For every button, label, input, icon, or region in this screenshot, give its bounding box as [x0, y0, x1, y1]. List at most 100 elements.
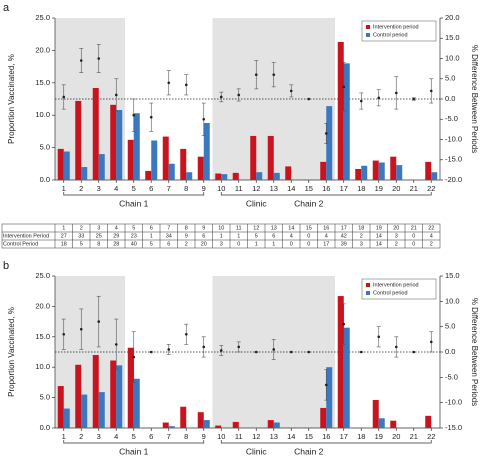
bar — [337, 296, 344, 428]
diff-point — [202, 117, 206, 121]
bar — [92, 355, 99, 428]
table-cell: 1 — [237, 233, 240, 239]
y-tick-label: 5.0 — [40, 393, 50, 402]
y2-axis-title: % Difference Between Periods — [470, 45, 479, 153]
table-cell: 1 — [255, 241, 258, 247]
group-label: Chain 1 — [119, 198, 149, 208]
y-axis-title: Proportion Vaccinated, % — [7, 54, 16, 144]
table-header: 5 — [132, 225, 135, 231]
diff-point — [219, 95, 223, 99]
table-cell: 17 — [323, 241, 329, 247]
x-tick-label: 7 — [167, 432, 171, 441]
y2-tick-label: 10.0 — [445, 296, 460, 305]
bar — [343, 63, 350, 180]
diff-point — [254, 73, 258, 76]
table-cell: 2 — [360, 233, 363, 239]
table-cell: 8 — [97, 241, 100, 247]
bar — [110, 360, 117, 428]
diff-point — [97, 57, 101, 60]
diff-point — [149, 350, 153, 354]
bar — [285, 166, 292, 180]
y2-tick-label: 15.0 — [445, 271, 460, 280]
table-header: 21 — [411, 225, 417, 231]
y2-tick-label: 5.0 — [445, 74, 455, 83]
table-header: 18 — [358, 225, 364, 231]
group-label: Chain 2 — [294, 446, 324, 456]
x-tick-label: 5 — [132, 184, 136, 193]
diff-point — [167, 348, 171, 351]
x-tick-label: 21 — [410, 432, 418, 441]
y2-tick-label: 15.0 — [445, 33, 460, 42]
diff-point — [237, 345, 241, 349]
table-header: 4 — [115, 225, 118, 231]
bar — [116, 365, 123, 428]
table-header: 6 — [150, 225, 153, 231]
y-tick-label: 15.0 — [35, 78, 50, 87]
x-tick-label: 10 — [217, 184, 225, 193]
x-tick-label: 22 — [427, 184, 435, 193]
x-tick-label: 9 — [202, 184, 206, 193]
diff-point — [237, 93, 241, 97]
bar — [57, 386, 64, 428]
diff-point — [359, 350, 363, 354]
bar — [256, 172, 263, 180]
diff-point — [79, 59, 83, 62]
table-cell: 14 — [376, 241, 382, 247]
bar — [127, 139, 134, 180]
table-cell: 1 — [272, 241, 275, 247]
diff-point — [167, 81, 171, 85]
bar — [63, 151, 70, 180]
table-cell: 6 — [272, 233, 275, 239]
table-cell: 20 — [201, 241, 207, 247]
diff-point — [97, 320, 101, 323]
x-tick-label: 8 — [184, 432, 188, 441]
x-tick-label: 14 — [287, 432, 295, 441]
bar — [267, 420, 274, 428]
diff-point — [62, 95, 66, 99]
bar — [180, 148, 187, 180]
x-tick-label: 17 — [340, 432, 348, 441]
legend-box — [361, 20, 437, 42]
diff-point — [272, 348, 276, 351]
group-bracket — [63, 440, 205, 444]
bar — [320, 407, 327, 428]
table-cell: 3 — [395, 233, 398, 239]
bar — [273, 422, 280, 428]
legend-label: Intervention period — [373, 282, 419, 288]
bar — [197, 412, 204, 428]
bar — [326, 106, 333, 180]
bar — [215, 425, 222, 428]
table-header: 14 — [288, 225, 294, 231]
y2-tick-label: -5.0 — [445, 114, 458, 123]
y-axis-title: Proportion Vaccinated, % — [7, 307, 16, 397]
diff-point — [219, 349, 223, 352]
bar — [355, 168, 362, 180]
x-tick-label: 8 — [184, 184, 188, 193]
bar — [133, 378, 140, 428]
table-header: 10 — [218, 225, 224, 231]
diff-point — [184, 332, 188, 336]
table-cell: 6 — [167, 241, 170, 247]
table-cell: 0 — [412, 241, 415, 247]
bar — [232, 172, 239, 180]
table-cell: 3 — [360, 241, 363, 247]
table-cell: 4 — [325, 233, 328, 239]
table-cell: 0 — [307, 241, 310, 247]
panel-label: b — [3, 260, 9, 272]
table-cell: 42 — [341, 233, 347, 239]
x-tick-label: 13 — [270, 432, 278, 441]
diff-point — [394, 345, 398, 349]
diff-point — [114, 93, 118, 97]
table-header: 11 — [236, 225, 242, 231]
x-tick-label: 18 — [357, 184, 365, 193]
x-tick-label: 12 — [252, 184, 260, 193]
table-header: 22 — [428, 225, 434, 231]
x-tick-label: 15 — [305, 432, 313, 441]
bar — [162, 422, 169, 428]
bar — [92, 87, 99, 180]
x-tick-label: 19 — [375, 184, 383, 193]
bar — [203, 420, 210, 428]
table-cell: 9 — [185, 233, 188, 239]
table-border — [1, 223, 441, 249]
x-tick-label: 6 — [149, 184, 153, 193]
